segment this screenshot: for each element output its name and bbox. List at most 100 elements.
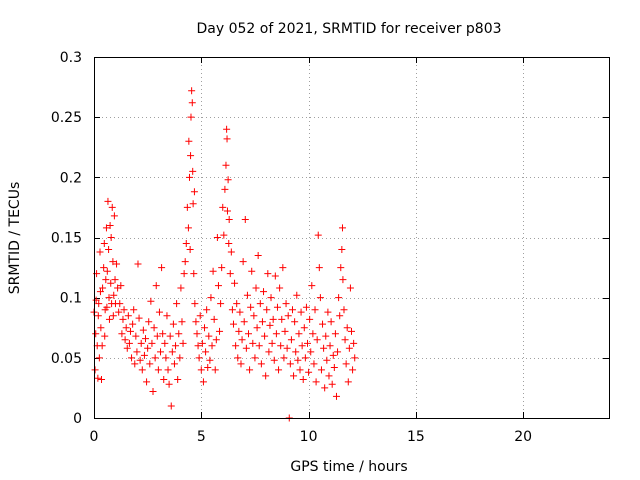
data-point — [322, 332, 330, 340]
data-point — [99, 284, 107, 292]
data-point — [313, 336, 321, 344]
data-point — [339, 276, 347, 284]
data-point — [349, 366, 357, 374]
data-point — [145, 318, 153, 326]
data-point — [113, 260, 121, 268]
data-point — [276, 284, 284, 292]
data-point — [110, 212, 118, 220]
data-point — [143, 378, 151, 386]
x-tick-label: 10 — [300, 429, 318, 445]
data-point — [270, 356, 278, 364]
plot-frame — [94, 57, 610, 419]
data-point — [309, 330, 317, 338]
data-point — [160, 375, 168, 383]
data-point — [236, 308, 244, 316]
data-point — [295, 330, 303, 338]
data-point — [144, 344, 152, 352]
data-point — [159, 330, 167, 338]
data-point — [138, 366, 146, 374]
x-tick-label: 20 — [514, 429, 532, 445]
data-point — [121, 336, 129, 344]
data-point — [264, 270, 272, 278]
data-point — [267, 294, 275, 302]
data-point — [268, 339, 276, 347]
data-point — [210, 315, 218, 323]
data-point — [94, 312, 102, 320]
data-point — [345, 344, 353, 352]
data-point — [253, 324, 261, 332]
y-tick-label: 0.2 — [60, 170, 82, 186]
data-point — [190, 270, 198, 278]
data-point — [179, 339, 187, 347]
data-point — [117, 282, 125, 290]
data-point — [92, 330, 100, 338]
data-point — [137, 339, 145, 347]
data-point — [123, 344, 131, 352]
data-point — [194, 342, 202, 350]
data-point — [95, 300, 103, 308]
x-tick-label: 0 — [90, 429, 99, 445]
data-point — [102, 276, 110, 284]
data-point — [193, 330, 201, 338]
data-point — [92, 296, 100, 304]
data-point — [170, 360, 178, 368]
data-point — [149, 388, 157, 396]
data-point — [202, 348, 210, 356]
data-point — [254, 252, 262, 260]
data-point — [186, 246, 194, 254]
data-point — [336, 312, 344, 320]
data-point — [251, 354, 259, 362]
data-point — [284, 312, 292, 320]
data-point — [338, 224, 346, 232]
data-point — [206, 356, 214, 364]
data-point — [302, 303, 310, 311]
data-point — [100, 240, 108, 248]
data-point — [233, 300, 241, 308]
data-point — [224, 176, 232, 184]
data-point — [164, 366, 172, 374]
data-point — [228, 306, 236, 314]
data-point — [119, 315, 127, 323]
data-point — [262, 372, 270, 380]
data-point — [185, 137, 193, 145]
y-tick-label: 0.3 — [60, 50, 82, 66]
data-point — [257, 360, 265, 368]
data-point — [269, 315, 277, 323]
data-points — [90, 87, 359, 422]
data-point — [287, 336, 295, 344]
data-point — [116, 300, 124, 308]
data-point — [342, 360, 350, 368]
data-point — [173, 300, 181, 308]
data-point — [120, 306, 128, 314]
data-point — [240, 318, 248, 326]
data-point — [225, 240, 233, 248]
y-tick-labels: 0 0.05 0.1 0.15 0.2 0.25 0.3 — [51, 50, 82, 427]
y-axis-label: SRMTID / TECUs — [7, 182, 23, 295]
data-point — [151, 354, 159, 362]
data-point — [115, 308, 123, 316]
data-point — [246, 366, 254, 374]
data-point — [189, 200, 197, 208]
data-point — [293, 291, 301, 299]
data-point — [205, 332, 213, 340]
data-point — [111, 276, 119, 284]
data-point — [248, 267, 256, 275]
data-point — [187, 113, 195, 121]
data-point — [187, 152, 195, 160]
data-point — [103, 267, 111, 275]
data-point — [341, 336, 349, 344]
data-point — [255, 342, 263, 350]
data-point — [168, 348, 176, 356]
data-point — [176, 354, 184, 362]
data-point — [94, 374, 102, 382]
data-point — [126, 327, 134, 335]
data-point — [167, 402, 175, 410]
data-point — [118, 330, 126, 338]
data-point — [101, 332, 109, 340]
data-point — [297, 308, 305, 316]
data-point — [192, 318, 200, 326]
data-point — [301, 354, 309, 362]
data-point — [103, 303, 111, 311]
data-point — [308, 282, 316, 290]
data-point — [275, 366, 283, 374]
